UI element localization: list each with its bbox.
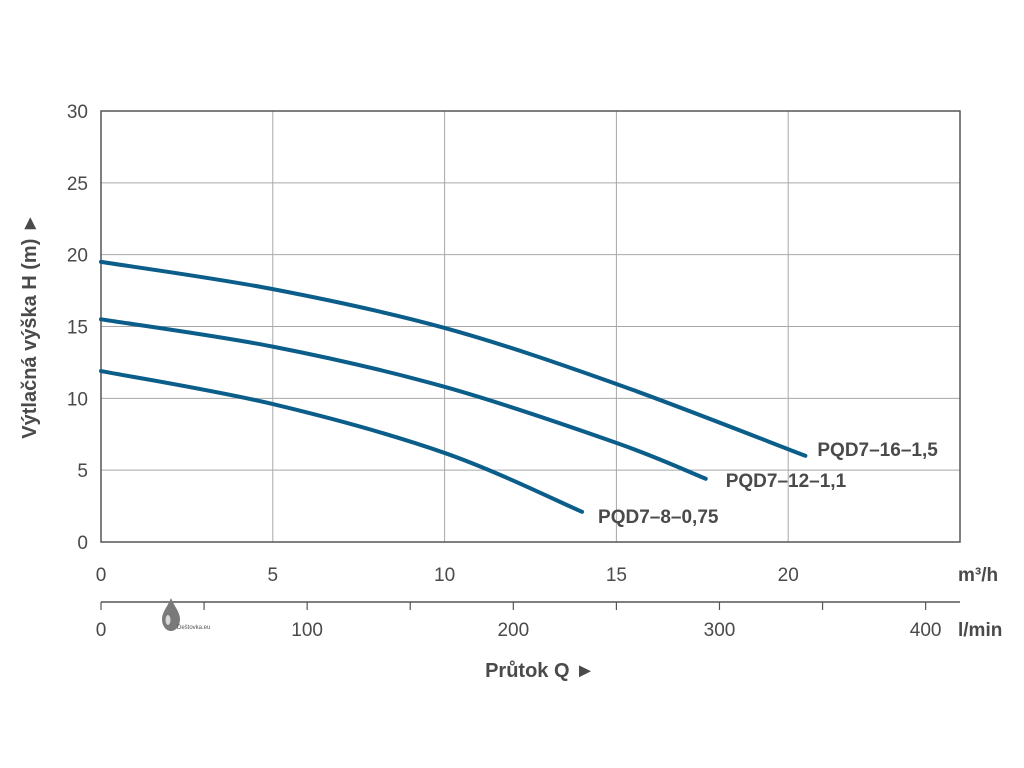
series-line (99, 259, 808, 458)
series-layer: PQD7–16–1,5 PQD7–12–1,1 PQD7–8–0,75 (99, 259, 938, 528)
x-axis-unit: m³/h (958, 565, 998, 586)
series-label: PQD7–16–1,5 (817, 440, 938, 461)
y-tick-label: 15 (67, 318, 88, 339)
x2-tick-label: 400 (910, 620, 942, 641)
x2-tick-label: 0 (96, 620, 107, 641)
x2-tick-label: 300 (704, 620, 736, 641)
x-tick-label: 0 (96, 565, 107, 586)
x-tick-label: 20 (778, 565, 799, 586)
plot-frame (100, 110, 961, 543)
x-tick-label: 5 (268, 565, 279, 586)
y-tick-label: 10 (67, 389, 88, 410)
series-line (99, 317, 708, 481)
x-tick-label: 10 (434, 565, 455, 586)
x-axis-title: Průtok Q ► (485, 660, 595, 682)
tick-labels: 0 5 10 15 20 25 30 0 5 10 15 20 (67, 102, 799, 586)
y-tick-label: 25 (67, 174, 88, 195)
series-line (99, 369, 585, 514)
y-axis-title: Výtlačná výška H (m) ► (19, 213, 41, 438)
watermark-text: Deštovka.eu (177, 625, 210, 631)
x2-tick-label: 100 (291, 620, 323, 641)
series-label: PQD7–12–1,1 (726, 471, 847, 492)
secondary-x-axis-unit: l/min (958, 620, 1002, 641)
y-tick-label: 0 (77, 533, 88, 554)
x2-tick-label: 200 (497, 620, 529, 641)
y-tick-label: 20 (67, 246, 88, 267)
series-label: PQD7–8–0,75 (598, 507, 719, 528)
watermark-logo: Deštovka.eu (162, 598, 210, 631)
secondary-x-axis: 0 100 200 300 400 (96, 601, 960, 641)
y-tick-label: 5 (77, 461, 88, 482)
x-tick-label: 15 (606, 565, 627, 586)
y-tick-label: 30 (67, 102, 88, 123)
